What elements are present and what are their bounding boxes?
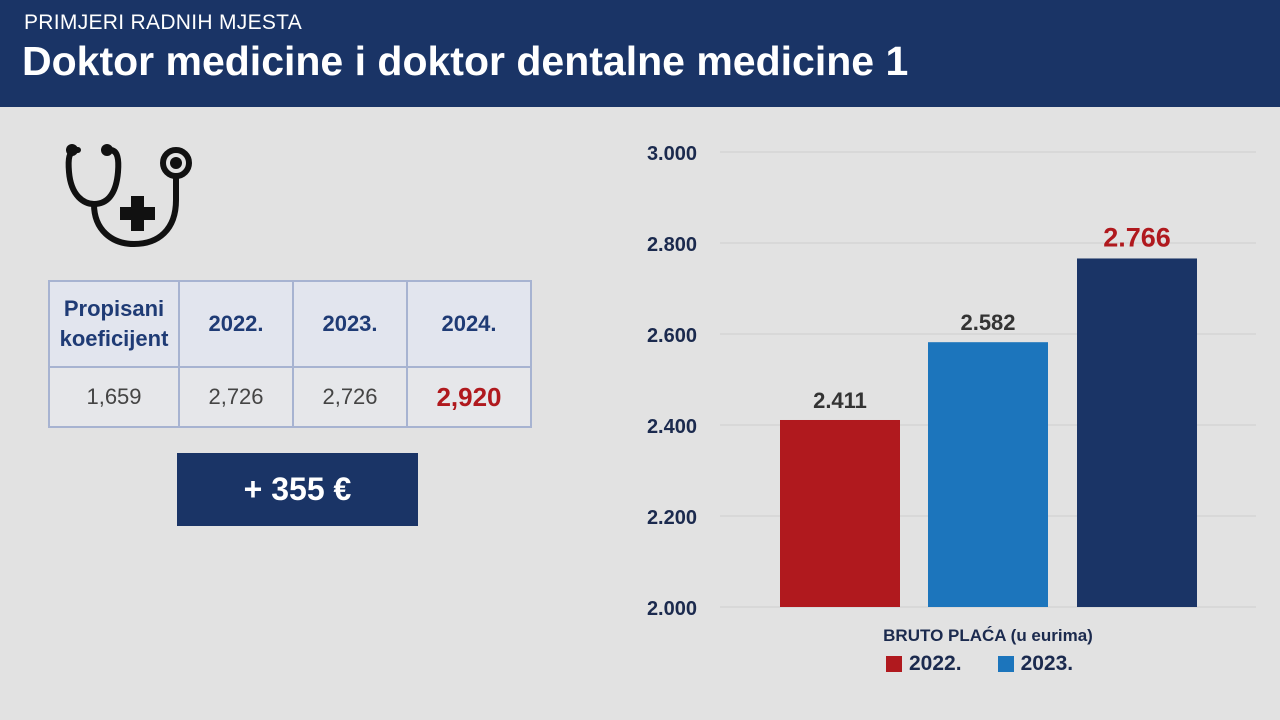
legend-label-2023: 2023. [1020,652,1074,675]
legend-item-2022: 2022. [886,652,962,676]
x-axis-label: BRUTO PLAĆA (u eurima) [883,626,1093,645]
value-2023: 2,726 [292,366,408,428]
table-value-row: 1,659 2,726 2,726 2,920 [48,366,532,428]
data-label-1: 2.582 [960,310,1015,335]
y-tick-label: 2.200 [647,507,697,529]
bar-0 [780,419,900,607]
increase-badge: + 355 € [177,453,418,526]
value-2024: 2,920 [406,366,532,428]
y-tick-label: 2.000 [647,598,697,620]
legend-label-2022: 2022. [909,652,962,675]
legend-swatch-2022 [886,656,902,672]
legend-swatch-2023 [997,656,1014,672]
chart-legend: 2022. 2023. [886,652,1109,676]
bar-1 [928,342,1048,607]
data-label-0: 2.411 [813,388,867,413]
data-label-2: 2.766 [1103,222,1171,252]
y-tick-label: 2.800 [647,234,697,256]
y-tick-label: 3.000 [647,143,697,165]
y-tick-label: 2.400 [647,416,697,438]
value-propisani-koeficijent: 1,659 [48,366,180,428]
header-propisani-koeficijent: Propisani koeficijent [48,280,180,368]
header-2022: 2022. [178,280,294,368]
salary-bar-chart: 2.000 2.200 2.400 2.600 2.800 3.000 2.411 2.582… [647,143,1256,645]
table-header-row: Propisani koeficijent 2022. 2023. 2024. [48,280,532,368]
legend-item-2023: 2023. [997,652,1074,676]
header-bar: PRIMJERI RADNIH MJESTA Doktor medicine i… [0,0,1280,107]
page-title: Doktor medicine i doktor dentalne medici… [22,38,909,84]
y-tick-label: 2.600 [647,325,697,347]
coefficient-table: Propisani koeficijent 2022. 2023. 2024. … [48,280,532,428]
page-subtitle: PRIMJERI RADNIH MJESTA [24,11,303,34]
value-2022: 2,726 [178,366,294,428]
bar-2 [1077,258,1197,607]
header-2024: 2024. [406,280,532,368]
stethoscope-with-cross-icon [60,138,200,250]
header-2023: 2023. [292,280,408,368]
